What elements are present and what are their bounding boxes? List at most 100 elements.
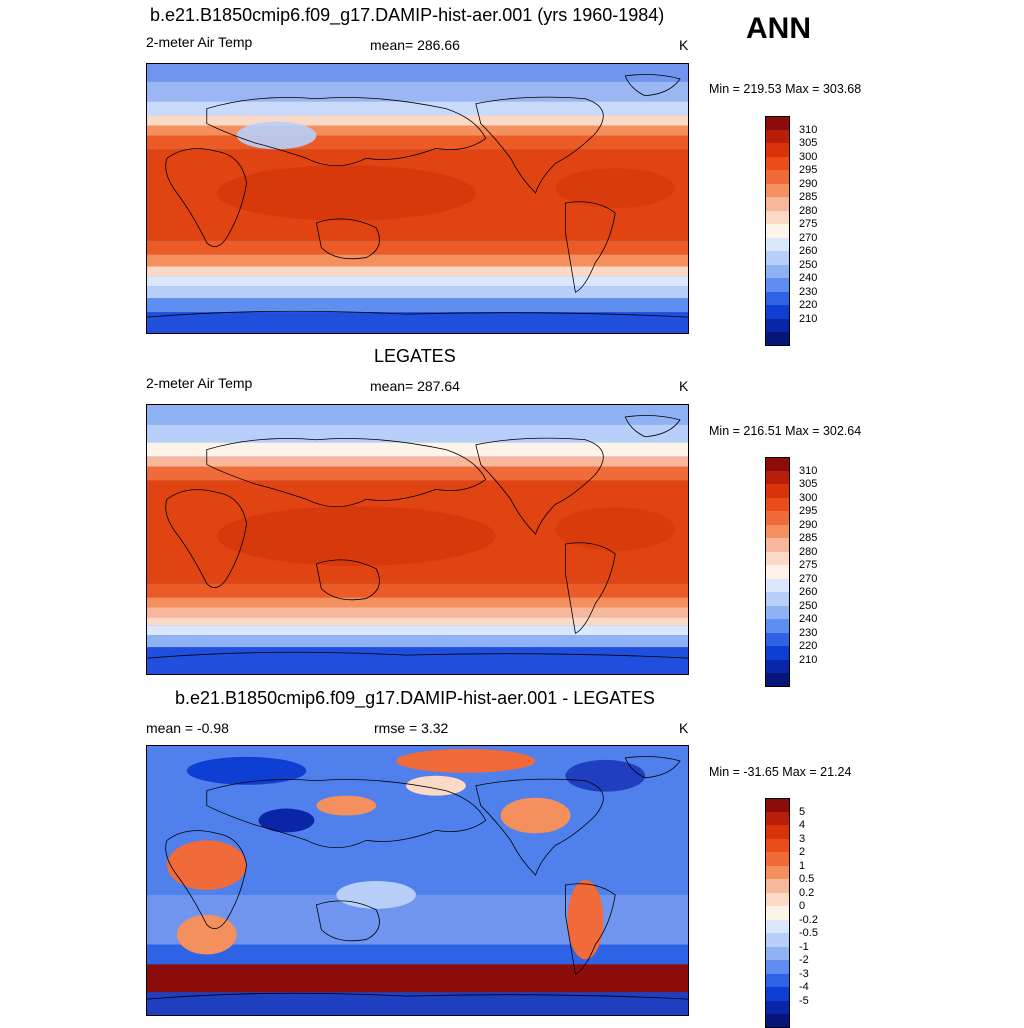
colorbar-tick-label: 310 — [799, 464, 818, 477]
colorbar-swatch — [765, 960, 790, 974]
panel-diff-units: K — [679, 720, 689, 736]
colorbar-swatch — [765, 852, 790, 866]
panel-model-mean-label: mean= 286.66 — [370, 37, 460, 53]
colorbar-swatch — [765, 659, 790, 674]
colorbar-swatch — [765, 605, 790, 620]
colorbar-swatch — [765, 332, 790, 346]
colorbar-swatch — [765, 1000, 790, 1015]
colorbar-tick-label: 270 — [799, 231, 818, 244]
panel-diff-mean-label: mean = -0.98 — [146, 720, 229, 736]
colorbar-swatch — [765, 946, 790, 961]
colorbar-tick-label: 290 — [799, 518, 818, 531]
colorbar-tick-label: 275 — [799, 559, 818, 571]
colorbar-tick-label: 285 — [799, 532, 818, 544]
colorbar-tick-label: 285 — [799, 191, 818, 203]
colorbar-tick-label: 310 — [799, 123, 818, 136]
colorbar-tick-label: 240 — [799, 613, 818, 625]
colorbar-tick-label: 220 — [799, 299, 818, 311]
colorbar-swatch — [765, 632, 790, 647]
colorbar-swatch — [765, 933, 790, 947]
colorbar-tick-label: 220 — [799, 640, 818, 652]
colorbar-swatch — [765, 484, 790, 498]
colorbar-tick-label: 2 — [799, 846, 806, 858]
colorbar-tick-label: 295 — [799, 505, 818, 517]
colorbar-tick-label: 210 — [799, 653, 818, 666]
colorbar-swatch — [765, 278, 790, 292]
colorbar-swatch — [765, 1014, 790, 1028]
colorbar-swatch — [765, 892, 790, 907]
colorbar-swatch — [765, 237, 790, 252]
colorbar-tick-label: -4 — [799, 981, 809, 993]
colorbar-tick-label: -0.5 — [799, 927, 818, 939]
panel-model-variable-label: 2-meter Air Temp — [146, 34, 253, 50]
colorbar-swatch — [765, 838, 790, 853]
colorbar-swatch — [765, 565, 790, 579]
colorbar-tick-label: 210 — [799, 312, 818, 325]
colorbar-swatch — [765, 879, 790, 893]
colorbar-tick-label: 290 — [799, 177, 818, 190]
colorbar-swatch — [765, 224, 790, 238]
panel-diff-title: b.e21.B1850cmip6.f09_g17.DAMIP-hist-aer.… — [175, 688, 655, 708]
panel-obs-units: K — [679, 378, 689, 394]
colorbar-swatch — [765, 116, 790, 130]
colorbar-tick-label: 295 — [799, 164, 818, 176]
colorbar-swatch — [765, 183, 790, 198]
colorbar-swatch — [765, 973, 790, 988]
colorbar-tick-label: 1 — [799, 859, 806, 872]
colorbar-tick-label: 305 — [799, 478, 818, 490]
colorbar-swatch — [765, 906, 790, 920]
colorbar-tick-label: 230 — [799, 626, 818, 639]
colorbar-tick-label: -1 — [799, 940, 809, 953]
colorbar-tick-label: 3 — [799, 832, 806, 845]
panel-obs-map — [146, 404, 689, 675]
panel-obs-minmax: Min = 216.51 Max = 302.64 — [709, 424, 862, 438]
colorbar-swatch — [765, 470, 790, 485]
colorbar-tick-label: 300 — [799, 150, 818, 163]
colorbar-swatch — [765, 865, 790, 880]
colorbar-tick-label: 250 — [799, 599, 818, 612]
colorbar-swatch — [765, 143, 790, 157]
colorbar-tick-label: 280 — [799, 545, 818, 558]
colorbar-swatch — [765, 497, 790, 512]
colorbar-swatch — [765, 987, 790, 1001]
colorbar-tick-label: 5 — [799, 805, 806, 818]
colorbar-swatch — [765, 646, 790, 660]
colorbar-tick-label: 0 — [799, 900, 806, 912]
colorbar-swatch — [765, 798, 790, 812]
panel-model-map — [146, 63, 689, 334]
colorbar-tick-label: 4 — [799, 819, 806, 831]
colorbar-swatch — [765, 305, 790, 319]
colorbar-tick-label: 260 — [799, 245, 818, 257]
colorbar-swatch — [765, 291, 790, 306]
colorbar-swatch — [765, 524, 790, 539]
colorbar-tick-label: -3 — [799, 967, 809, 980]
colorbar-tick-label: 270 — [799, 572, 818, 585]
panel-obs-title: LEGATES — [374, 346, 456, 366]
colorbar-tick-label: -5 — [799, 994, 809, 1007]
colorbar-swatch — [765, 811, 790, 826]
panel-diff-minmax: Min = -31.65 Max = 21.24 — [709, 765, 852, 779]
colorbar-swatch — [765, 825, 790, 839]
colorbar-tick-label: 240 — [799, 272, 818, 284]
colorbar-swatch — [765, 457, 790, 471]
colorbar-swatch — [765, 318, 790, 333]
colorbar-swatch — [765, 538, 790, 552]
colorbar-swatch — [765, 619, 790, 633]
panel-diff-map — [146, 745, 689, 1016]
colorbar-swatch — [765, 919, 790, 934]
panel-model-units: K — [679, 37, 689, 53]
colorbar-tick-label: 280 — [799, 204, 818, 217]
colorbar-swatch — [765, 551, 790, 566]
colorbar-swatch — [765, 197, 790, 211]
colorbar-tick-label: 250 — [799, 258, 818, 271]
colorbar-swatch — [765, 511, 790, 525]
colorbar-tick-label: 260 — [799, 586, 818, 598]
colorbar-tick-label: 0.5 — [799, 873, 815, 885]
colorbar-tick-label: 0.2 — [799, 886, 815, 899]
colorbar-swatch — [765, 578, 790, 593]
colorbar-tick-label: -0.2 — [799, 913, 818, 926]
colorbar-swatch — [765, 264, 790, 279]
colorbar-swatch — [765, 673, 790, 687]
colorbar-tick-label: -2 — [799, 954, 809, 966]
panel-diff-rmse-label: rmse = 3.32 — [374, 720, 449, 736]
